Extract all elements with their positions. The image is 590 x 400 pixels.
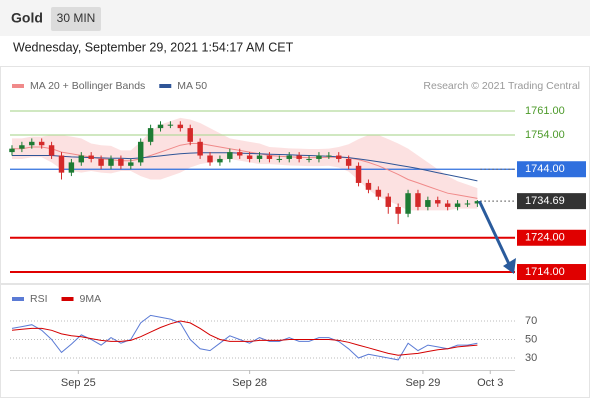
candle-body (435, 200, 441, 204)
level-label: 1744.00 (525, 163, 565, 175)
legend-label: 9MA (80, 293, 102, 305)
candle-body (19, 145, 25, 149)
level-tag (517, 229, 586, 246)
y-tick-label: 50 (525, 333, 537, 345)
candle-body (375, 189, 382, 197)
level-label: 1734.69 (525, 195, 565, 207)
candle-body (137, 141, 144, 163)
candle-body (296, 155, 302, 159)
level-tag (517, 161, 586, 178)
candle-body (177, 124, 184, 129)
candle-body (68, 162, 75, 173)
level-tag (517, 264, 586, 281)
legend-swatch (12, 297, 24, 301)
legend-swatch (12, 84, 24, 88)
candle-body (345, 158, 352, 166)
candle-body (276, 158, 283, 160)
x-tick-label: Sep 25 (61, 377, 96, 389)
candle-body (187, 128, 193, 142)
x-tick-label: Oct 3 (477, 377, 503, 389)
candle-body (326, 155, 332, 157)
legend-label: MA 20 + Bollinger Bands (30, 80, 145, 92)
timestamp: Wednesday, September 29, 2021 1:54:17 AM… (13, 40, 294, 54)
candle-body (167, 124, 174, 126)
candle-body (415, 193, 421, 207)
series-line (11, 320, 478, 356)
forecast-arrowhead (503, 258, 516, 274)
candle-body (444, 203, 451, 207)
legend-swatch (159, 84, 172, 88)
legend-swatch (61, 297, 74, 301)
level-label: 1761.00 (525, 105, 565, 117)
timeframe-badge[interactable] (51, 7, 101, 31)
level-label: 1724.00 (525, 232, 565, 244)
bollinger-band (11, 117, 478, 211)
candle-body (246, 155, 253, 159)
candle-body (88, 155, 94, 159)
instrument-title: Gold (11, 10, 43, 26)
candle-body (197, 141, 203, 156)
candle-body (38, 141, 45, 146)
candle-body (48, 145, 55, 156)
level-label: 1754.00 (525, 129, 565, 141)
candle-body (405, 193, 411, 214)
candle-body (9, 148, 15, 153)
candle-body (306, 158, 312, 160)
legend-label: RSI (30, 293, 48, 305)
forecast-arrow (478, 200, 511, 265)
y-tick-label: 30 (525, 352, 537, 364)
candle-body (98, 158, 104, 166)
candle-body (395, 206, 401, 214)
candle-body (286, 155, 292, 159)
x-tick-label: Sep 28 (232, 377, 267, 389)
price-panel (0, 66, 590, 284)
candle-body (336, 155, 342, 159)
candle-body (58, 155, 65, 173)
candle-body (29, 141, 35, 146)
level-label: 1714.00 (525, 266, 565, 278)
candle-body (237, 152, 243, 156)
candle-body (365, 182, 372, 190)
candle-body (266, 155, 273, 159)
candle-body (207, 155, 213, 163)
candle-body (157, 124, 164, 129)
candle-body (316, 155, 322, 159)
candle-body (78, 155, 85, 163)
credit: Research © 2021 Trading Central (423, 80, 580, 92)
candle-body (355, 165, 362, 183)
legend-label: MA 50 (177, 80, 207, 92)
x-tick-label: Sep 29 (405, 377, 440, 389)
candle-body (464, 203, 471, 205)
level-tag (517, 193, 586, 210)
candle-body (227, 152, 233, 159)
candle-body (385, 196, 391, 207)
candle-body (118, 158, 124, 166)
timeframe[interactable]: 30 MIN (57, 11, 96, 25)
y-tick-label: 70 (525, 315, 537, 327)
candle-body (108, 158, 114, 166)
candle-body (454, 203, 461, 207)
candle-body (217, 158, 223, 163)
candle-body (425, 200, 431, 207)
candle-body (474, 201, 481, 204)
candle-body (128, 162, 134, 166)
series-line (11, 314, 478, 361)
candle-body (256, 155, 263, 159)
candle-body (147, 128, 154, 142)
